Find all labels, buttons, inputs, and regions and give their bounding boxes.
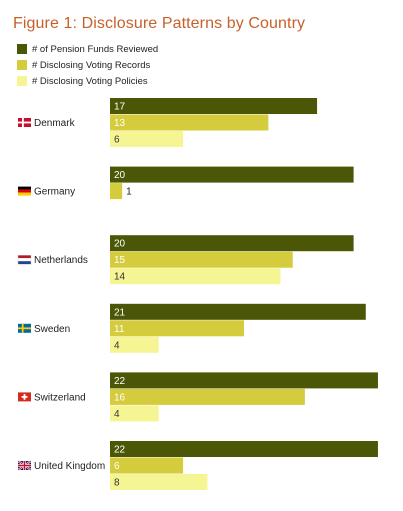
data-label: 15 [114, 255, 126, 266]
category-label: Germany [34, 187, 75, 198]
legend-label: # Disclosing Voting Records [32, 59, 151, 71]
country-group: Netherlands 20 15 14 [17, 235, 354, 285]
bar [110, 303, 366, 320]
sweden-flag-icon [18, 323, 31, 333]
bar [110, 114, 269, 131]
legend-swatch [17, 76, 27, 86]
country-group: Denmark 17 13 6 [18, 98, 318, 147]
united-kingdom-flag-icon [17, 460, 32, 471]
data-label: 4 [114, 340, 120, 351]
legend-item-voting-policies: # Disclosing Voting Policies [17, 73, 158, 89]
data-label: 11 [114, 324, 125, 335]
bar [110, 457, 184, 474]
bar [110, 405, 159, 422]
legend: # of Pension Funds Reviewed # Disclosing… [17, 41, 158, 89]
bar [110, 388, 305, 405]
bar [110, 235, 354, 252]
legend-label: # Disclosing Voting Policies [32, 75, 148, 87]
data-label: 8 [114, 478, 120, 489]
category-label: Denmark [34, 118, 76, 129]
bar [110, 183, 123, 200]
bar [110, 441, 378, 457]
switzerland-flag-icon [18, 392, 31, 402]
bar [110, 166, 354, 183]
data-label: 21 [114, 307, 126, 318]
category-label: Sweden [34, 324, 70, 335]
bar [110, 131, 184, 147]
bar [110, 336, 159, 353]
legend-swatch [17, 44, 27, 54]
category-label: Switzerland [34, 392, 86, 403]
data-label: 14 [114, 272, 126, 283]
bar [110, 474, 208, 490]
data-label: 4 [114, 409, 120, 420]
chart-title: Figure 1: Disclosure Patterns by Country [13, 15, 306, 32]
bar [110, 372, 378, 389]
data-label: 16 [114, 392, 126, 403]
category-label: Netherlands [34, 255, 88, 266]
data-label: 13 [114, 118, 126, 129]
country-group: Switzerland 22 16 4 [18, 372, 378, 422]
bar [110, 268, 281, 285]
data-label: 22 [114, 445, 126, 456]
category-label: United Kingdom [34, 461, 105, 472]
data-label: 20 [114, 170, 126, 181]
legend-item-funds-reviewed: # of Pension Funds Reviewed [17, 41, 158, 57]
bar [110, 320, 244, 337]
data-label: 22 [114, 376, 126, 387]
bar [110, 251, 293, 268]
legend-swatch [17, 60, 27, 70]
data-label: 6 [114, 461, 120, 472]
legend-item-voting-records: # Disclosing Voting Records [17, 57, 158, 73]
netherlands-flag-icon [17, 254, 32, 265]
legend-label: # of Pension Funds Reviewed [32, 43, 159, 55]
country-group: Sweden 21 11 4 [18, 303, 366, 353]
country-group: United Kingdom 22 6 8 [17, 441, 378, 490]
bar [110, 98, 318, 114]
data-label: 1 [126, 187, 132, 198]
data-label: 6 [114, 135, 120, 146]
country-group: Germany 201 [18, 166, 354, 200]
denmark-flag-icon [18, 118, 31, 127]
germany-flag-icon [18, 186, 31, 196]
data-label: 20 [114, 239, 126, 250]
data-label: 17 [114, 102, 126, 113]
